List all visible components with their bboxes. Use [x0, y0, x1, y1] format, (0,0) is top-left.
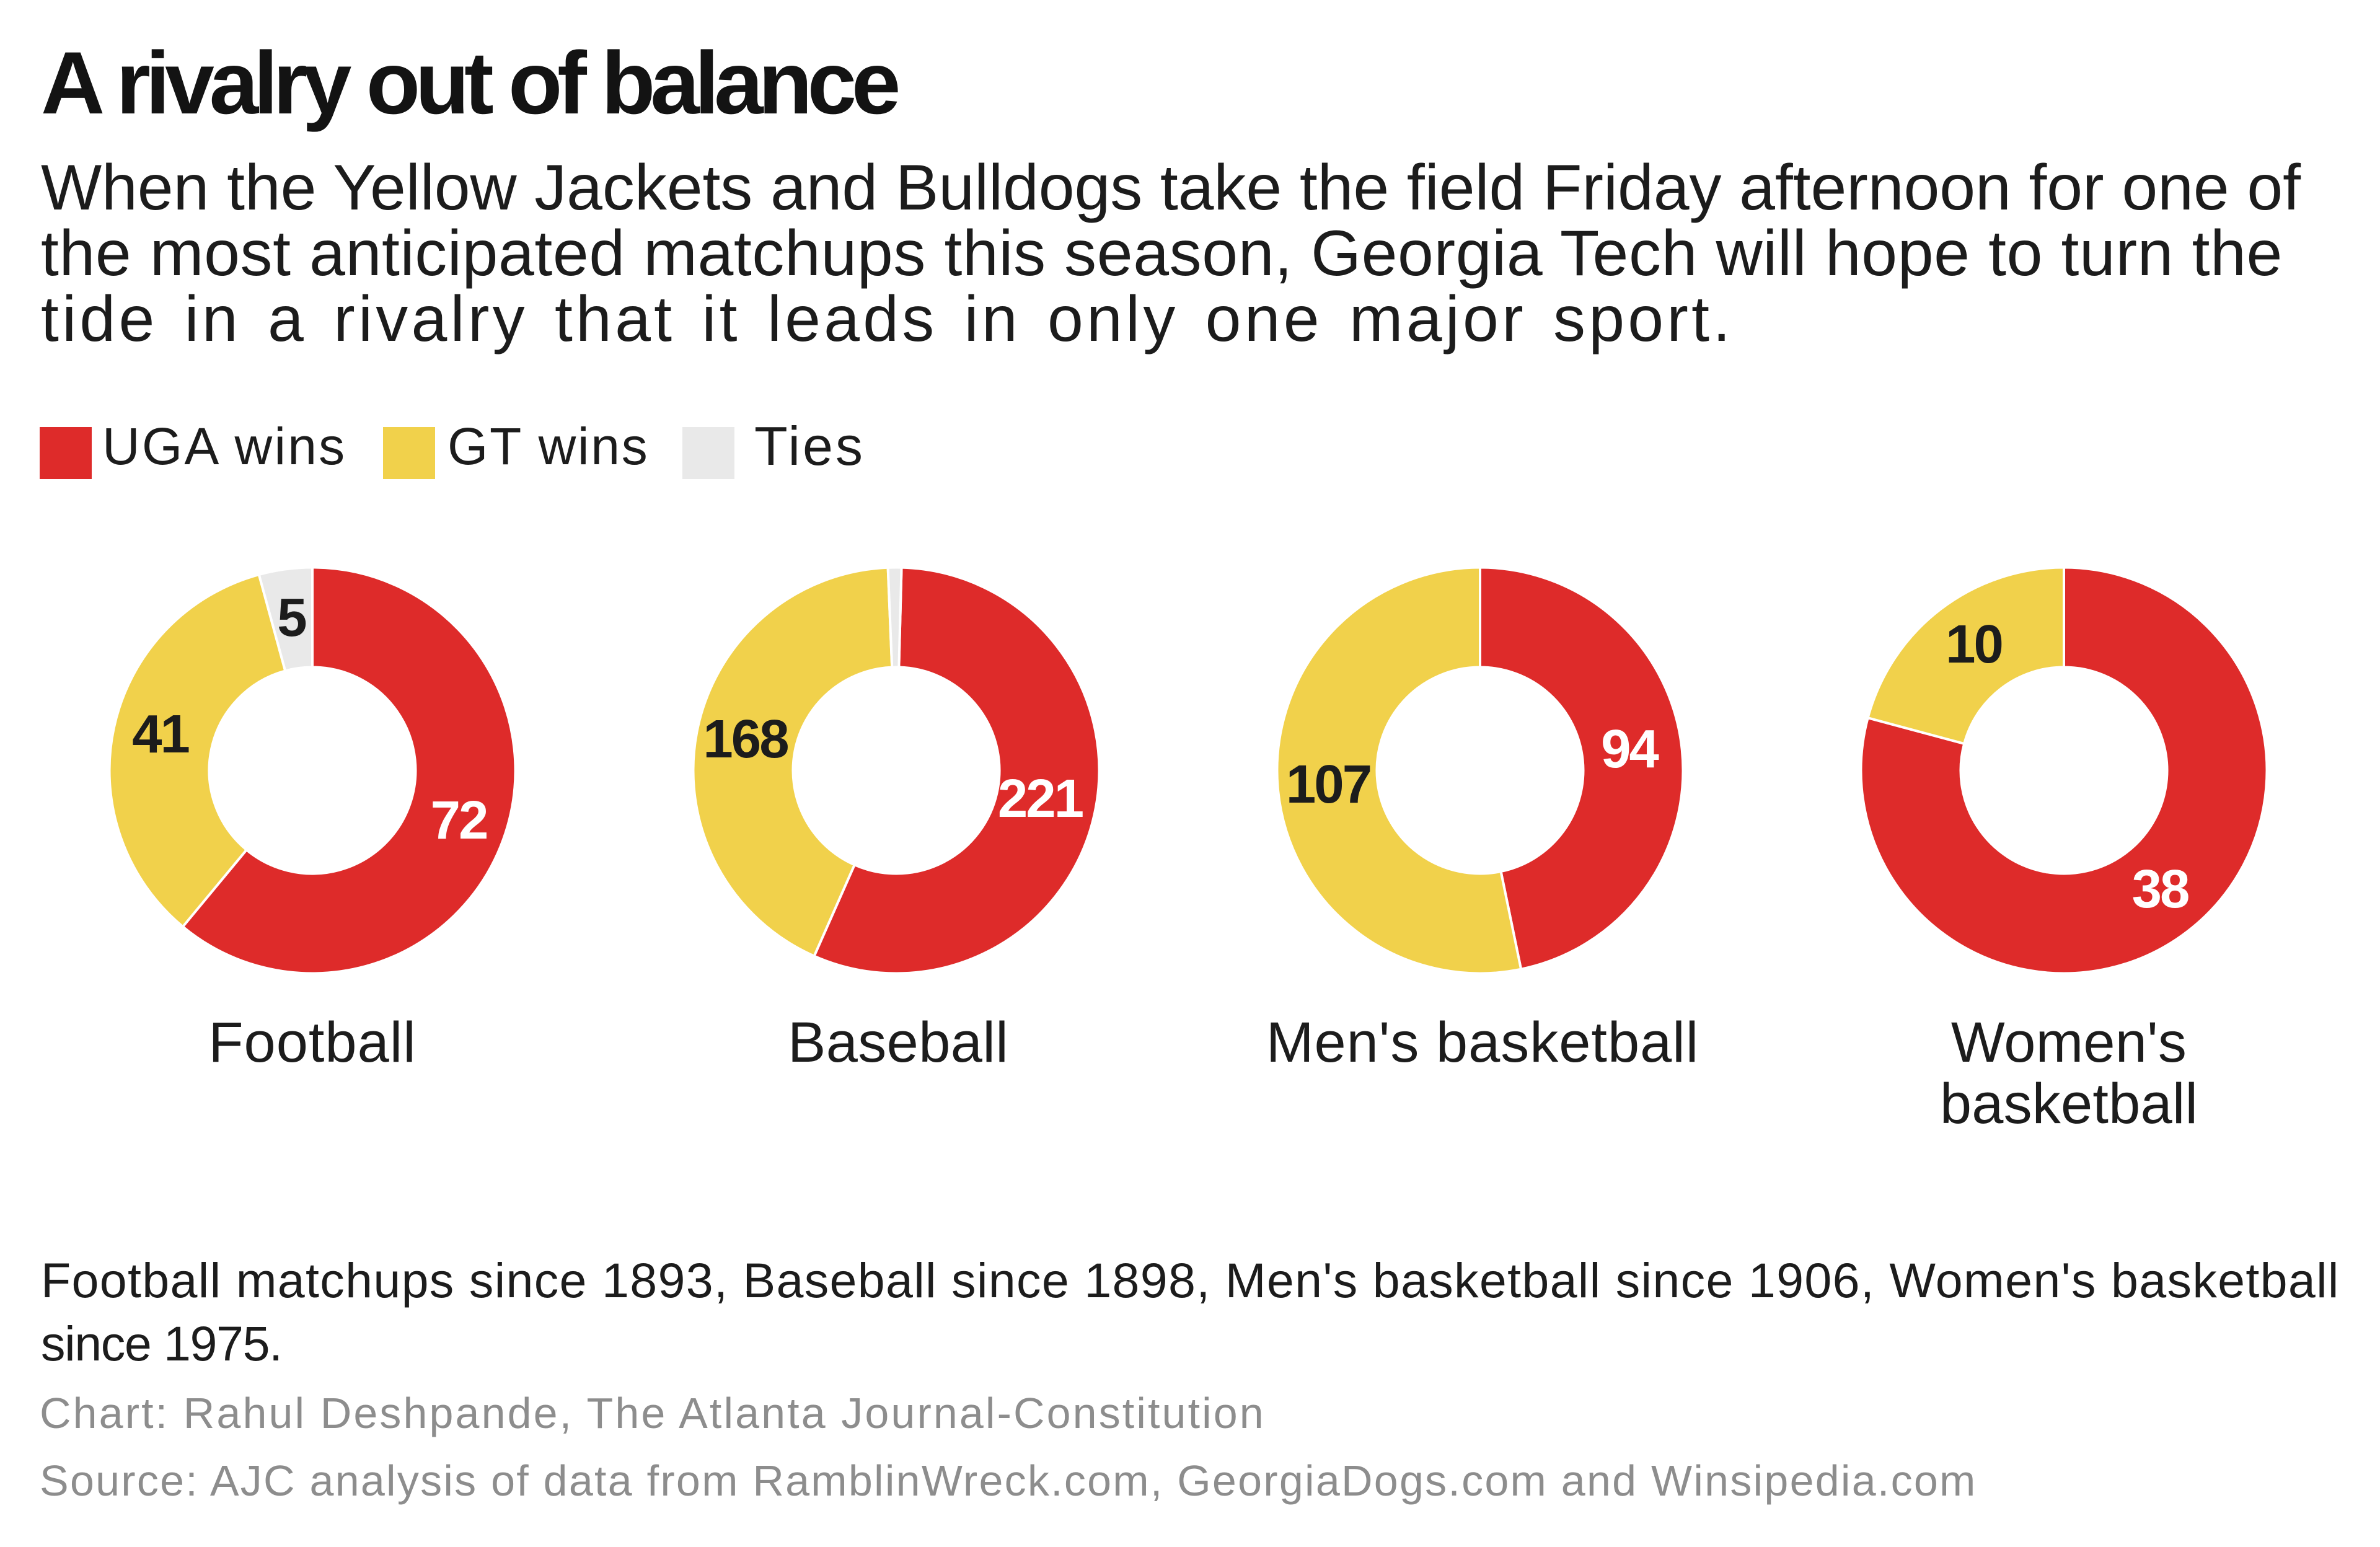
svg-text:Men's basketball: Men's basketball — [1266, 1011, 1699, 1074]
svg-text:94: 94 — [1601, 719, 1659, 779]
svg-text:Women's: Women's — [1951, 1011, 2187, 1074]
svg-text:5: 5 — [277, 588, 306, 648]
svg-text:72: 72 — [431, 790, 487, 850]
svg-text:Football: Football — [208, 1011, 416, 1074]
svg-text:38: 38 — [2132, 859, 2188, 919]
svg-text:Baseball: Baseball — [788, 1011, 1008, 1074]
svg-text:10: 10 — [1946, 614, 2002, 674]
svg-text:basketball: basketball — [1940, 1072, 2198, 1135]
svg-text:221: 221 — [998, 769, 1083, 829]
svg-text:41: 41 — [132, 704, 188, 764]
svg-text:168: 168 — [703, 709, 788, 769]
svg-text:107: 107 — [1286, 754, 1370, 814]
